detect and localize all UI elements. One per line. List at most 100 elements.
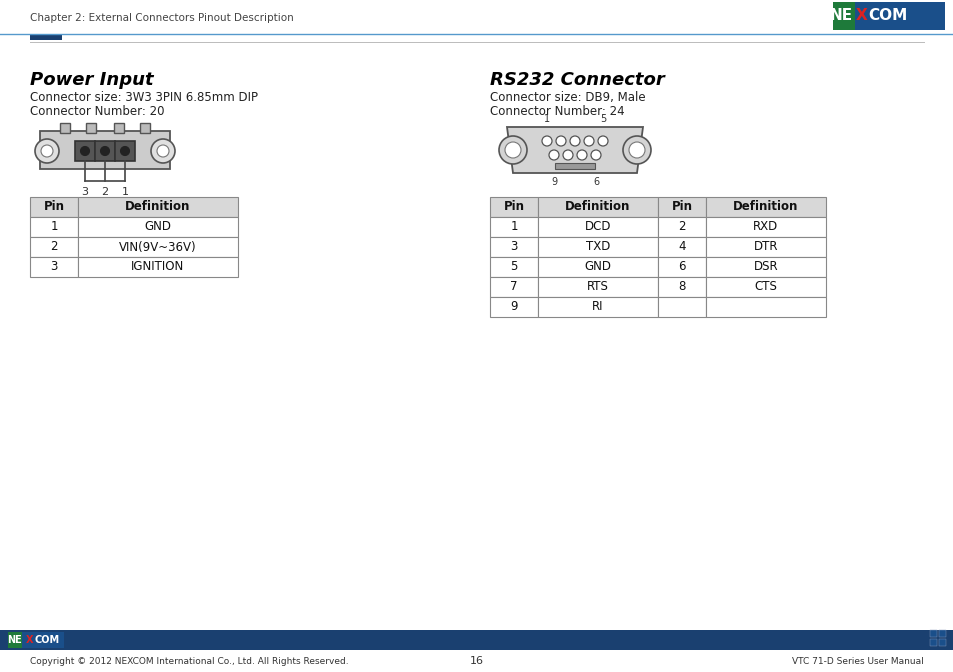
Bar [115,141,135,161]
Bar [705,237,825,257]
Circle shape [577,150,586,160]
Bar [75,141,95,161]
Text: Copyright © 2012 NEXCOM International Co., Ltd. All Rights Reserved.: Copyright © 2012 NEXCOM International Co… [30,657,348,665]
Text: 1: 1 [510,220,517,233]
Text: 16: 16 [470,656,483,666]
Text: 5: 5 [599,114,605,124]
Circle shape [598,136,607,146]
Text: 9: 9 [551,177,557,187]
Bar [658,297,705,317]
Circle shape [151,139,174,163]
Bar [30,197,78,217]
Text: GND: GND [584,261,611,274]
Bar [705,277,825,297]
Text: Connector size: DB9, Male: Connector size: DB9, Male [490,91,645,104]
Bar [490,237,537,257]
Text: 1: 1 [51,220,58,233]
Text: Pin: Pin [671,200,692,214]
Bar [537,277,658,297]
Text: VTC 71-D Series User Manual: VTC 71-D Series User Manual [791,657,923,665]
Circle shape [590,150,600,160]
Text: COM: COM [35,635,60,645]
Text: IGNITION: IGNITION [132,261,185,274]
Circle shape [556,136,565,146]
Circle shape [562,150,573,160]
Text: 1: 1 [121,187,129,197]
Circle shape [569,136,579,146]
Circle shape [80,146,90,155]
Bar [929,639,936,646]
Bar [30,217,78,237]
Text: 4: 4 [678,241,685,253]
Text: 3: 3 [81,187,89,197]
Text: Connector size: 3W3 3PIN 6.85mm DIP: Connector size: 3W3 3PIN 6.85mm DIP [30,91,257,104]
Bar [0,630,953,650]
Text: 9: 9 [510,300,517,314]
Bar [705,257,825,277]
Text: Definition: Definition [125,200,191,214]
Circle shape [157,145,169,157]
Bar [705,297,825,317]
Text: 5: 5 [510,261,517,274]
Bar [705,197,825,217]
Bar [658,197,705,217]
Bar [490,257,537,277]
Text: DCD: DCD [584,220,611,233]
Bar [78,217,237,237]
Bar [490,217,537,237]
Bar [140,123,150,133]
Circle shape [541,136,552,146]
Bar [40,131,170,169]
Circle shape [100,146,110,155]
Bar [555,163,595,169]
Circle shape [622,136,650,164]
Bar [8,632,22,648]
Text: COM: COM [867,9,906,24]
Text: X: X [855,9,867,24]
Bar [60,123,70,133]
Bar [658,257,705,277]
Circle shape [583,136,594,146]
Bar [86,123,96,133]
Bar [30,257,78,277]
Text: Pin: Pin [44,200,65,214]
Text: RS232 Connector: RS232 Connector [490,71,664,89]
Text: 6: 6 [593,177,598,187]
Circle shape [35,139,59,163]
Bar [537,257,658,277]
Text: 3: 3 [51,261,57,274]
Text: Connector Number: 24: Connector Number: 24 [490,105,624,118]
Text: 1: 1 [543,114,550,124]
Bar [658,237,705,257]
Text: VIN(9V~36V): VIN(9V~36V) [119,241,196,253]
Bar [490,277,537,297]
Bar [30,237,78,257]
Circle shape [504,142,520,158]
Circle shape [120,146,130,155]
Text: RTS: RTS [586,280,608,294]
Bar [30,34,62,40]
Text: Definition: Definition [565,200,630,214]
Bar [658,217,705,237]
Bar [832,2,854,30]
Text: DSR: DSR [753,261,778,274]
Circle shape [628,142,644,158]
Bar [705,217,825,237]
Text: NE: NE [829,9,852,24]
Bar [537,197,658,217]
Bar [490,297,537,317]
Bar [929,630,936,637]
Text: 2: 2 [678,220,685,233]
Text: RI: RI [592,300,603,314]
Bar [113,123,124,133]
Text: 7: 7 [510,280,517,294]
Bar [490,197,537,217]
Text: X: X [26,635,33,645]
Circle shape [498,136,526,164]
Bar [537,217,658,237]
Bar [78,237,237,257]
Bar [78,197,237,217]
Text: 2: 2 [101,187,109,197]
Circle shape [548,150,558,160]
Text: Definition: Definition [733,200,798,214]
